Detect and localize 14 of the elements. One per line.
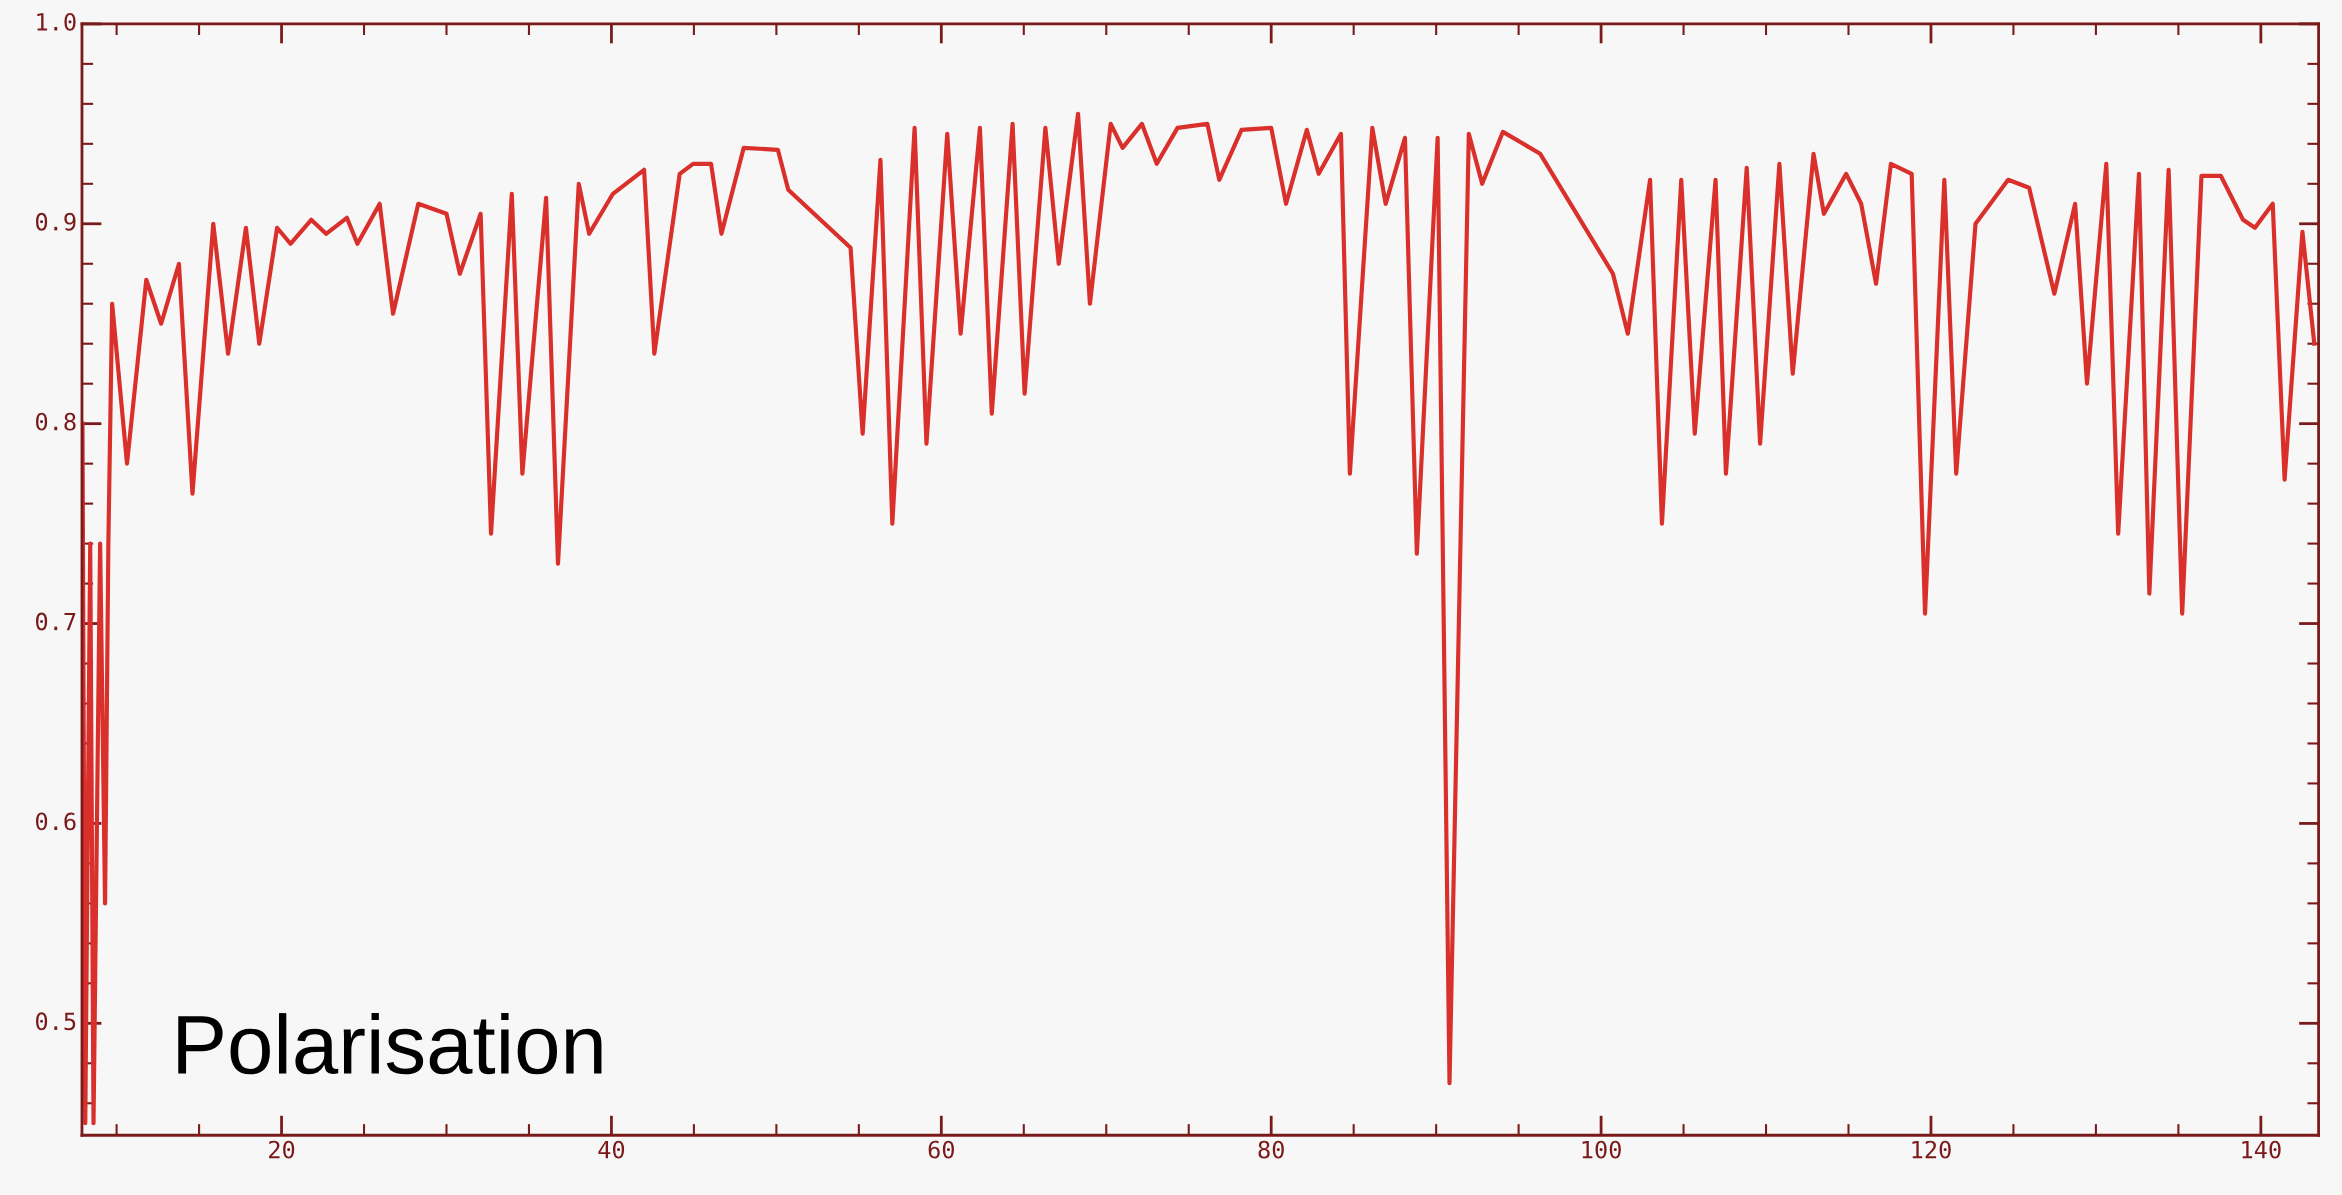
x-tick-label: 20 xyxy=(269,1140,295,1159)
x-tick-label: 100 xyxy=(1582,1140,1621,1159)
y-tick-label: 0.8 xyxy=(36,412,76,431)
x-tick-label: 80 xyxy=(1258,1140,1284,1159)
y-tick-label: 0.9 xyxy=(36,212,76,231)
y-tick-label: 0.7 xyxy=(36,612,76,631)
y-tick-label: 1.0 xyxy=(37,12,76,31)
annotation: Polarisation xyxy=(178,1013,602,1075)
x-tick-label: 40 xyxy=(598,1140,625,1159)
x-tick-label: 60 xyxy=(928,1140,954,1159)
y-tick-label: 0.5 xyxy=(36,1012,76,1031)
x-tick-label: 120 xyxy=(1912,1140,1951,1159)
x-tick-label: 140 xyxy=(2242,1140,2281,1159)
y-tick-label: 0.6 xyxy=(36,812,76,831)
